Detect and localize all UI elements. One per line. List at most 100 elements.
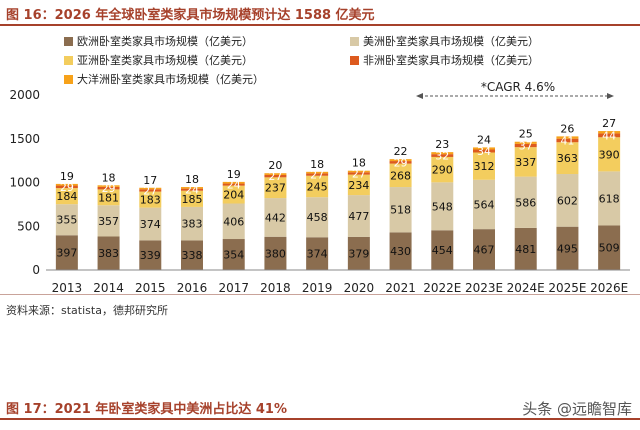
bar-segment xyxy=(139,189,162,192)
bar-segment xyxy=(139,187,162,190)
bar-segment xyxy=(389,163,412,188)
bar-segment xyxy=(347,172,370,175)
data-label: 337 xyxy=(515,156,536,169)
data-label: 23 xyxy=(435,138,449,151)
data-label: 338 xyxy=(182,249,203,262)
data-label: 586 xyxy=(515,196,536,209)
bar-segment xyxy=(306,175,329,198)
cagr-arrow-right-head xyxy=(607,93,614,99)
figure-16-title: 图 16：2026 年全球卧室类家具市场规模预计达 1588 亿美元 xyxy=(6,8,375,23)
bar-segment xyxy=(181,240,203,270)
legend-swatch-europe xyxy=(64,36,73,46)
data-label: 19 xyxy=(227,168,241,181)
data-label: 509 xyxy=(599,242,620,255)
data-label: 355 xyxy=(56,214,77,227)
data-label: 312 xyxy=(474,160,495,173)
bottom-rule xyxy=(0,418,640,420)
data-label: 602 xyxy=(557,194,578,207)
x-tick-label: 2015 xyxy=(135,281,166,295)
bar-segment xyxy=(473,229,495,270)
data-labels: 3973551842919383357181291833937418327173… xyxy=(56,117,619,262)
cagr-label: *CAGR 4.6% xyxy=(481,80,555,94)
bar-segment xyxy=(97,205,120,237)
data-label: 20 xyxy=(268,159,282,172)
x-tick-label: 2018 xyxy=(260,281,291,295)
cagr-annotation: *CAGR 4.6% xyxy=(416,80,614,99)
bar-segment xyxy=(514,227,537,270)
bars xyxy=(55,131,621,270)
bar-segment xyxy=(389,187,412,233)
data-label: 27 xyxy=(602,117,616,130)
data-label: 34 xyxy=(477,145,491,158)
data-label: 22 xyxy=(394,145,408,158)
x-tick-label: 2021 xyxy=(385,281,416,295)
data-label: 268 xyxy=(390,169,411,182)
data-label: 27 xyxy=(268,170,282,183)
data-label: 204 xyxy=(223,189,244,202)
data-label: 380 xyxy=(265,247,286,260)
bar-segment xyxy=(181,206,203,241)
x-tick-label: 2013 xyxy=(52,281,83,295)
bar-segment xyxy=(473,179,495,230)
bar-segment xyxy=(306,173,329,176)
legend-label-africa: 非洲卧室类家具市场规模（亿美元） xyxy=(363,54,539,67)
bar-segment xyxy=(306,171,329,174)
data-label: 181 xyxy=(98,191,119,204)
bar-segment xyxy=(222,203,245,240)
bar-segment xyxy=(55,235,78,270)
bar-segment xyxy=(306,237,329,270)
data-label: 430 xyxy=(390,245,411,258)
bar-segment xyxy=(181,188,203,191)
legend-swatch-americas xyxy=(350,36,359,46)
legend-label-americas: 美洲卧室类家具市场规模（亿美元） xyxy=(363,35,539,48)
bar-segment xyxy=(347,195,370,237)
data-label: 18 xyxy=(352,157,366,170)
data-label: 379 xyxy=(348,247,369,260)
bar-segment xyxy=(389,232,412,270)
bar-segment xyxy=(556,174,579,227)
legend-item-americas: 美洲卧室类家具市场规模（亿美元） xyxy=(350,33,539,49)
data-label: 44 xyxy=(602,129,616,142)
legend-label-asia: 亚洲卧室类家具市场规模（亿美元） xyxy=(77,54,253,67)
bar-segment xyxy=(598,131,621,134)
bar-segment xyxy=(431,154,454,157)
data-label: 185 xyxy=(182,193,203,206)
bar-segment xyxy=(598,171,621,226)
bar-segment xyxy=(181,190,203,207)
x-tick-label: 2022E xyxy=(423,281,461,295)
legend-swatch-oceania xyxy=(64,74,73,84)
data-label: 374 xyxy=(307,248,328,261)
data-label: 467 xyxy=(474,244,495,257)
x-tick-label: 2025E xyxy=(548,281,586,295)
y-axis: 0 500 1000 1500 2000 xyxy=(9,88,40,277)
data-label: 24 xyxy=(227,179,241,192)
data-label: 442 xyxy=(265,211,286,224)
data-label: 29 xyxy=(102,182,116,195)
bar-segment xyxy=(55,188,78,205)
data-label: 548 xyxy=(432,200,453,213)
y-tick-label: 0 xyxy=(32,263,40,277)
data-label: 24 xyxy=(185,184,199,197)
bar-segment xyxy=(181,187,203,189)
bar-segment xyxy=(97,189,120,206)
x-tick-label: 2019 xyxy=(302,281,333,295)
bar-segment xyxy=(514,147,537,177)
data-label: 29 xyxy=(60,181,74,194)
bar-segment xyxy=(556,136,579,139)
data-label: 290 xyxy=(432,164,453,177)
bar-segment xyxy=(222,181,245,184)
figure-17-title: 图 17：2021 年卧室类家具中美洲占比达 41% xyxy=(6,402,287,417)
data-label: 564 xyxy=(474,198,495,211)
bar-segment xyxy=(431,182,454,231)
bar-segment xyxy=(55,204,78,236)
data-label: 383 xyxy=(182,218,203,231)
x-tick-label: 2014 xyxy=(93,281,124,295)
data-label: 363 xyxy=(557,152,578,165)
y-tick-label: 1500 xyxy=(9,132,40,146)
legend-item-oceania: 大洋洲卧室类家具市场规模（亿美元） xyxy=(64,71,264,87)
x-tick-label: 2017 xyxy=(218,281,249,295)
x-axis: 2013 2014 2015 2016 2017 2018 2019 2020 2021 2022… xyxy=(46,269,630,295)
data-label: 518 xyxy=(390,204,411,217)
bar-segment xyxy=(264,173,287,175)
